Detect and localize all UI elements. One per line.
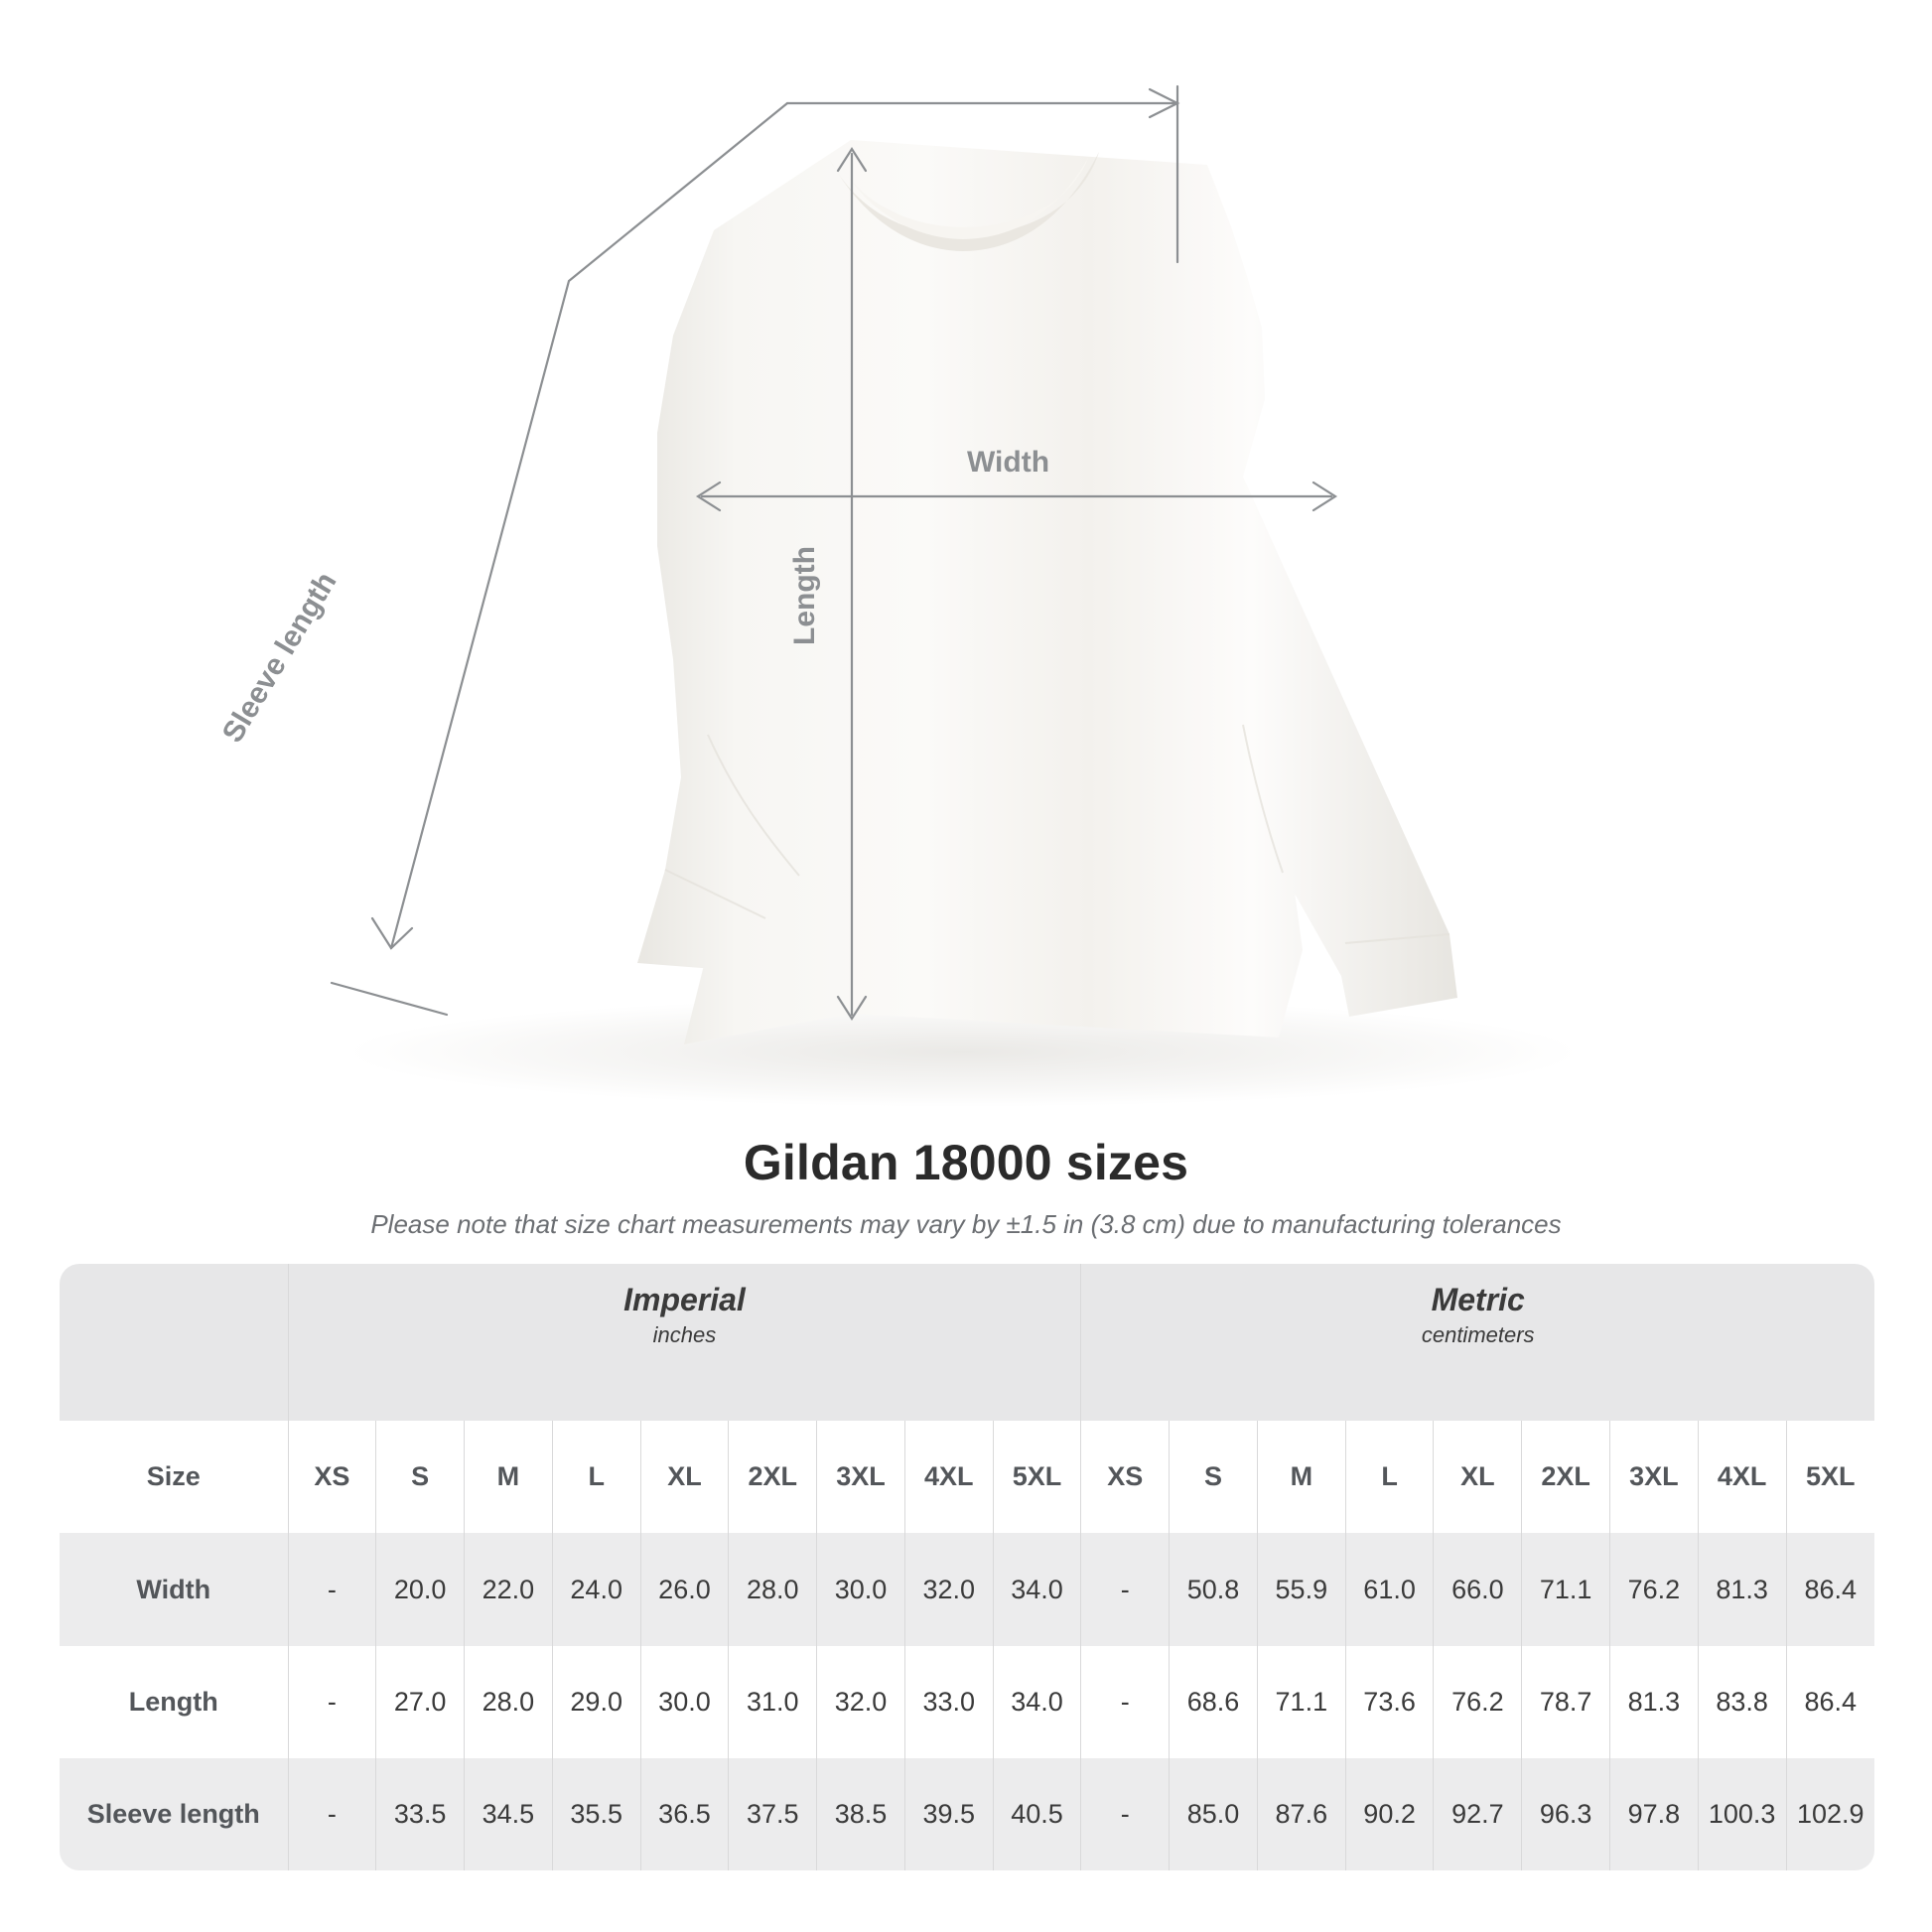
svg-text:Sleeve length: Sleeve length: [216, 567, 344, 749]
svg-text:Width: Width: [967, 446, 1049, 479]
svg-text:Length: Length: [788, 546, 821, 645]
